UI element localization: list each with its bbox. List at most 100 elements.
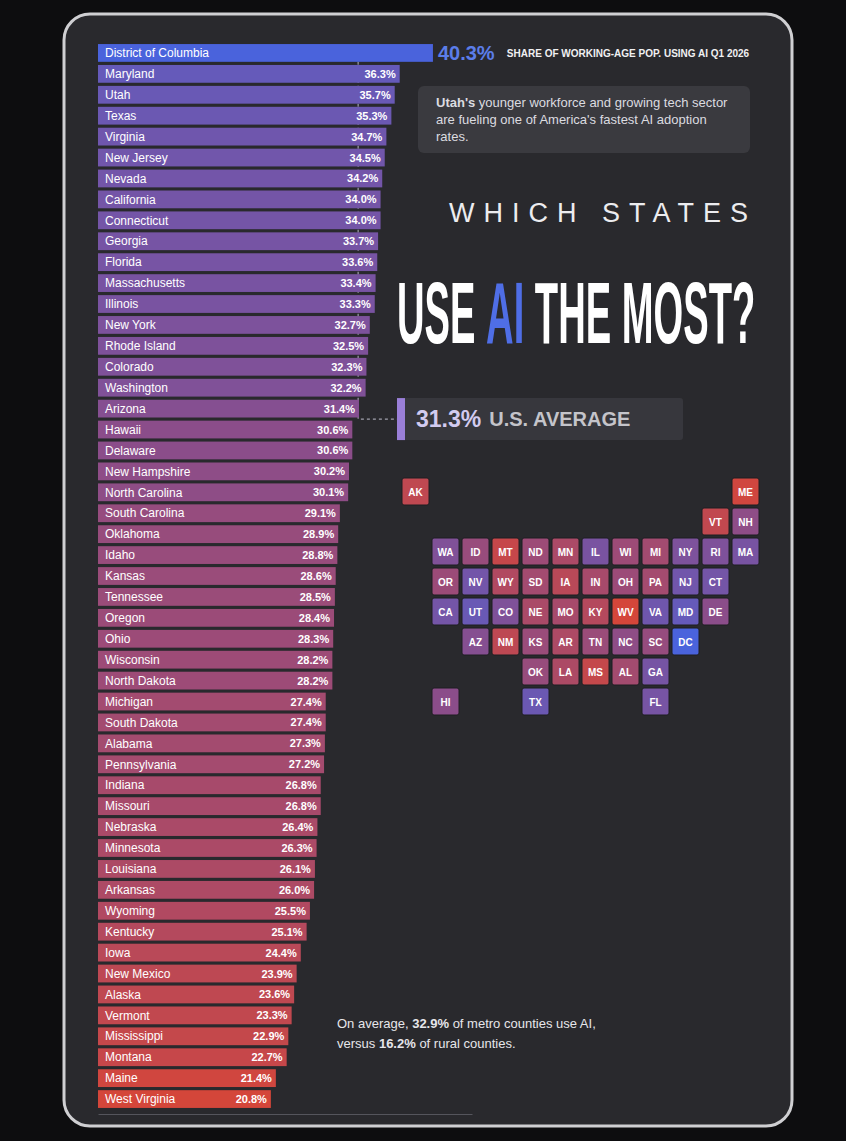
- category-label: Connecticut: [105, 214, 169, 228]
- bar: [98, 421, 352, 439]
- metro-note-text-word: metro: [464, 1016, 501, 1031]
- map-tile: [642, 628, 669, 655]
- value-label: 36.3%: [364, 68, 395, 80]
- map-tile: [462, 568, 489, 595]
- map-tile-label: CO: [498, 607, 513, 618]
- bar: [98, 128, 386, 146]
- category-label: Mississippi: [105, 1029, 163, 1043]
- value-label: 34.5%: [350, 152, 381, 164]
- category-label: Maine: [105, 1071, 138, 1085]
- map-tile: [582, 628, 609, 655]
- annotation-text-word: fueling: [455, 112, 497, 127]
- category-label: District of Columbia: [105, 46, 209, 60]
- category-label: Tennessee: [105, 590, 163, 604]
- metro-note-text-word: counties: [500, 1016, 553, 1031]
- bar: [98, 902, 310, 920]
- map-tile-label: VA: [649, 607, 662, 618]
- bar: [98, 965, 297, 983]
- map-tile: [552, 628, 579, 655]
- category-label: Utah: [105, 88, 130, 102]
- bar: [98, 1048, 287, 1066]
- map-tile-label: LA: [559, 667, 572, 678]
- map-tile: [432, 568, 459, 595]
- map-tile-label: AR: [558, 637, 573, 648]
- category-labels: District of ColumbiaMarylandUtahTexasVir…: [105, 46, 209, 1106]
- map-tile-label: MN: [558, 547, 574, 558]
- title-word: AI: [486, 264, 535, 361]
- map-tile-label: IL: [591, 547, 600, 558]
- annotation-background: [418, 86, 750, 153]
- map-tile-label: WI: [619, 547, 631, 558]
- value-label: 32.3%: [331, 361, 362, 373]
- category-label: Montana: [105, 1050, 152, 1064]
- value-label: 33.4%: [340, 277, 371, 289]
- value-label: 28.9%: [303, 528, 334, 540]
- map-tile: [522, 658, 549, 685]
- map-tile-label: NM: [498, 637, 514, 648]
- annotation-text-word: adoption: [653, 112, 707, 127]
- value-label: 26.3%: [281, 842, 312, 854]
- category-label: Delaware: [105, 444, 156, 458]
- metro-note-text: versus 16.2% of rural counties.: [337, 1036, 516, 1051]
- value-label: 26.0%: [279, 884, 310, 896]
- category-label: Massachusetts: [105, 276, 185, 290]
- value-label: 33.7%: [343, 235, 374, 247]
- category-label: Maryland: [105, 67, 154, 81]
- map-tile: [492, 598, 519, 625]
- bar: [98, 651, 332, 669]
- map-tile: [732, 508, 759, 535]
- value-label: 26.8%: [286, 779, 317, 791]
- bar: [98, 923, 307, 941]
- map-tile-label: CT: [709, 577, 722, 588]
- value-label: 25.5%: [275, 905, 306, 917]
- annotation-text-word: younger: [475, 95, 526, 110]
- category-label: Washington: [105, 381, 168, 395]
- category-label: Alaska: [105, 988, 141, 1002]
- bar: [98, 86, 395, 104]
- bar: [98, 211, 381, 229]
- bar: [98, 546, 337, 564]
- category-label: Alabama: [105, 737, 153, 751]
- value-label: 26.8%: [286, 800, 317, 812]
- map-tile-label: TX: [529, 697, 542, 708]
- category-label: Florida: [105, 255, 142, 269]
- value-label: 30.1%: [313, 486, 344, 498]
- map-tile: [642, 538, 669, 565]
- category-label: Hawaii: [105, 423, 141, 437]
- annotation-text-word: of: [522, 112, 537, 127]
- metro-note-text-word: 32.9%: [409, 1016, 450, 1031]
- bar: [98, 797, 321, 815]
- bar: [98, 358, 366, 376]
- category-label: New Hampshire: [105, 465, 191, 479]
- category-label: Iowa: [105, 946, 131, 960]
- bar: [98, 881, 314, 899]
- annotation-text-word: are: [436, 112, 455, 127]
- bar: [98, 274, 376, 292]
- bar: [98, 693, 326, 711]
- value-label: 28.2%: [297, 675, 328, 687]
- metro-note-text-word: AI,: [577, 1016, 596, 1031]
- bar: [98, 609, 334, 627]
- annotation-text-word: rates.: [436, 129, 469, 144]
- map-tile-label: MA: [738, 547, 754, 558]
- category-label: Missouri: [105, 799, 150, 813]
- category-label: Nevada: [105, 172, 147, 186]
- category-label: Georgia: [105, 234, 148, 248]
- map-tile: [552, 568, 579, 595]
- map-tile-label: FL: [649, 697, 661, 708]
- bar: [98, 379, 366, 397]
- bar: [98, 839, 317, 857]
- bar: [98, 400, 359, 418]
- value-label: 22.7%: [251, 1051, 282, 1063]
- category-label: Virginia: [105, 130, 145, 144]
- map-tile-label: ME: [738, 487, 753, 498]
- category-label: North Carolina: [105, 486, 183, 500]
- map-tile: [432, 688, 459, 715]
- bar: [98, 316, 370, 334]
- category-label: Oregon: [105, 611, 145, 625]
- tile-map: DCMDUTTXVANJNVCACTGAFLMAILNYRICOWAAZHIDE…: [402, 478, 759, 715]
- map-tile: [732, 478, 759, 505]
- map-tile: [522, 538, 549, 565]
- map-tile: [492, 568, 519, 595]
- bar: [98, 65, 400, 83]
